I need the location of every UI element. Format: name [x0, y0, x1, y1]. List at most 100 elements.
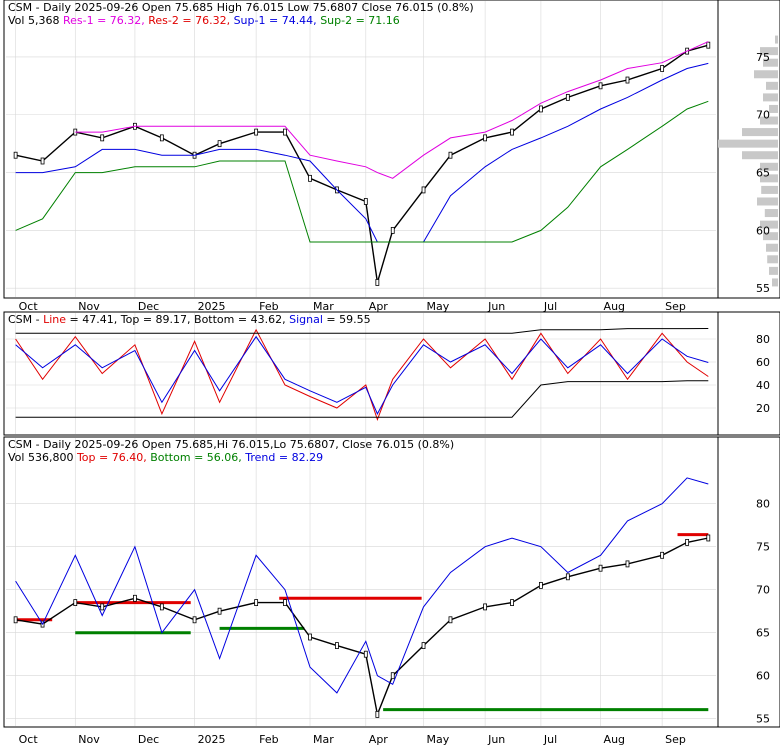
x-tick-label: Dec [138, 300, 159, 313]
bot-y-tick-label: 60 [756, 670, 770, 683]
price-panel-header-line2: Vol 5,368 Res-1 = 76.32, Res-2 = 76.32, … [8, 14, 400, 27]
bot-close-mark [13, 616, 18, 624]
top-header-segment-2-1: Res-1 = 76.32, [63, 14, 148, 27]
price-panel-header-line1: CSM - Daily 2025-09-26 Open 75.685 High … [8, 1, 474, 14]
oscillator-panel-lines [6, 313, 716, 434]
mid-header-segment-1-7: Signal [289, 313, 323, 326]
volume-profile-bar [769, 266, 778, 275]
mid-header-segment-1-2: = 47.41, [66, 313, 121, 326]
top-close-mark [390, 226, 395, 234]
mid-header-segment-1-4: = 89.17, [139, 313, 194, 326]
top-y-tick-label: 55 [756, 282, 770, 295]
volume-profile-bar [772, 278, 778, 287]
volume-profile-bar [754, 70, 778, 79]
mid-header-segment-1-5: Bottom [194, 313, 234, 326]
oscillator-panel-y-axis: 80 60 40 20 [756, 333, 770, 415]
top-header-segment-2-0: Vol 5,368 [8, 14, 63, 27]
bot-close-mark [448, 616, 453, 624]
top-close-mark [254, 128, 259, 136]
mid-header-segment-1-3: Top [120, 313, 140, 326]
top-header-segment-2-2: Res-2 = 76.32, [148, 14, 233, 27]
top-y-tick-label: 65 [756, 167, 770, 180]
x-tick-label: Sep [665, 300, 686, 313]
x-tick-label: Sep [665, 733, 686, 745]
mid-header-segment-1-0: CSM - [8, 313, 43, 326]
x-tick-label: Aug [604, 300, 625, 313]
bot-header-segment-2-3: Trend = 82.29 [244, 451, 323, 464]
x-tick-label: Feb [259, 733, 278, 745]
bot-close-mark [192, 616, 197, 624]
bot-y-tick-label: 65 [756, 627, 770, 640]
x-tick-label: Feb [259, 300, 278, 313]
bot-close-mark [390, 672, 395, 680]
top-close-mark [625, 76, 630, 84]
volume-profile-bar [769, 104, 778, 113]
top-header-segment-2-3: Sup-1 = 74.44, [234, 14, 321, 27]
bot-close-mark [565, 573, 570, 581]
volume-profile-bar [760, 174, 778, 183]
oscillator-panel-header: CSM - Line = 47.41, Top = 89.17, Bottom … [8, 313, 371, 326]
x-tick-label: Apr [369, 733, 389, 745]
top-close-mark [13, 151, 18, 159]
top-close-mark [283, 128, 287, 136]
top-close-mark [100, 134, 105, 142]
trend-panel-header-line2: Vol 536,800 Top = 76.40, Bottom = 56.06,… [8, 451, 323, 464]
volume-profile-bar [767, 255, 778, 264]
bot-close-mark [254, 599, 259, 606]
bot-series-close [15, 537, 709, 717]
x-tick-label: May [427, 733, 450, 745]
volume-profile-bar [757, 197, 778, 206]
top-close-mark [598, 82, 603, 90]
bot-close-mark [159, 603, 164, 611]
volume-profile-bar [742, 151, 778, 160]
top-header-segment-1-0: CSM - Daily 2025-09-26 Open 75.685 High … [8, 1, 474, 14]
volume-profile-bar [766, 243, 778, 252]
bot-close-mark [685, 539, 690, 546]
volume-profile-bar [761, 185, 778, 194]
x-tick-label: Mar [313, 300, 334, 313]
x-axis: Oct Nov Dec 2025 Feb Mar Apr May Jun Jul Aug Sep [19, 300, 686, 313]
bot-y-tick-label: 55 [756, 713, 770, 726]
mid-series-bottom [15, 380, 709, 418]
top-close-mark [565, 93, 570, 101]
x-tick-label: 2025 [198, 300, 226, 313]
bot-header-segment-2-2: Bottom = 56.06, [150, 451, 245, 464]
mid-header-segment-1-8: = 59.55 [323, 313, 371, 326]
bot-close-mark [539, 582, 543, 589]
volume-profile-bar [763, 93, 778, 102]
top-close-mark [375, 279, 380, 286]
mid-y-tick-label: 20 [756, 402, 770, 415]
volume-profile-bar [760, 162, 778, 171]
trend-panel-header-line1: CSM - Daily 2025-09-26 Open 75.685,Hi 76… [8, 438, 454, 451]
bot-close-mark [308, 633, 312, 641]
bot-close-mark [283, 599, 287, 606]
mid-series-top [15, 328, 709, 334]
top-y-tick-label: 70 [756, 109, 770, 122]
top-close-mark [483, 134, 488, 142]
volume-profile-bar [760, 220, 778, 229]
top-close-mark [40, 157, 45, 165]
top-series-sup-2 [15, 100, 709, 243]
mid-y-tick-label: 40 [756, 379, 770, 392]
price-panel-lines [6, 1, 716, 297]
volume-profile-bar [766, 81, 778, 90]
mid-y-tick-label: 60 [756, 356, 770, 369]
top-y-tick-label: 60 [756, 224, 770, 237]
top-close-mark [448, 151, 453, 159]
x-tick-label: Jun [487, 300, 505, 313]
mid-header-segment-1-6: = 43.62, [234, 313, 289, 326]
x-tick-label: Jul [543, 300, 557, 313]
bot-header-segment-2-1: Top = 76.40, [76, 451, 150, 464]
bot-close-mark [363, 650, 368, 658]
top-close-mark [421, 186, 426, 194]
bot-close-mark [100, 603, 105, 611]
volume-profile [718, 35, 778, 287]
x-axis-bottom: Oct Nov Dec 2025 Feb Mar Apr May Jun Jul Aug Sep [19, 733, 686, 745]
x-tick-label: Oct [19, 733, 39, 745]
top-close-mark [660, 65, 665, 72]
bot-close-mark [598, 564, 603, 572]
x-tick-label: Apr [369, 300, 389, 313]
volume-profile-bar [760, 47, 778, 56]
top-close-mark [159, 134, 164, 142]
bot-close-mark [483, 603, 488, 611]
